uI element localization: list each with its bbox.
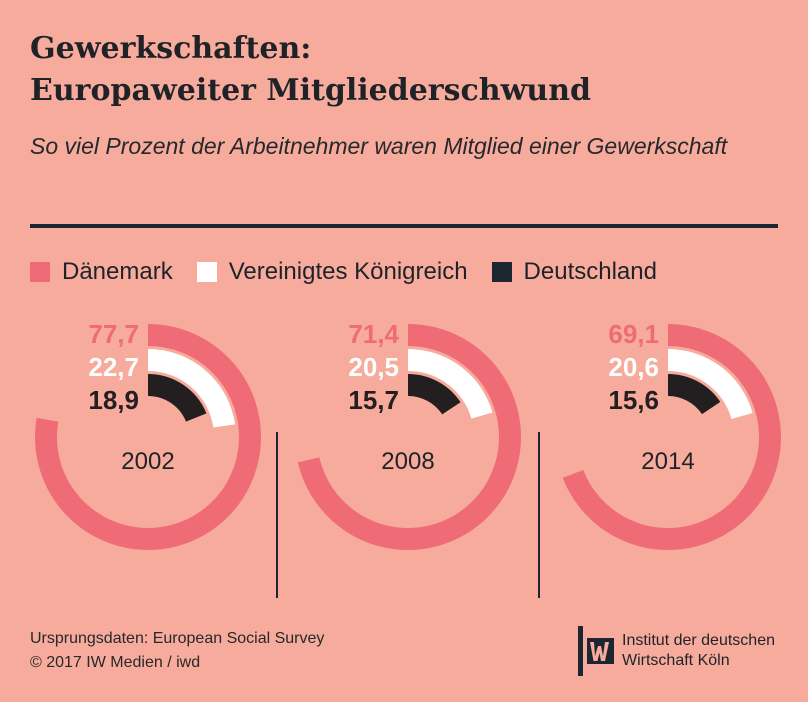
panel-divider-1 bbox=[276, 432, 278, 598]
legend-item-deutschland: Deutschland bbox=[491, 258, 657, 286]
legend-swatch-daenemark bbox=[30, 262, 50, 282]
legend: Dänemark Vereinigtes Königreich Deutschl… bbox=[30, 255, 681, 289]
panel-2014: 69,120,615,6 2014 bbox=[562, 319, 781, 550]
value-label-2008-2: 20,5 bbox=[348, 352, 399, 382]
chart-title: Gewerkschaften: Europaweiter Mitglieders… bbox=[30, 28, 591, 112]
source-note: Ursprungsdaten: European Social Survey bbox=[30, 630, 325, 647]
year-label-2002: 2002 bbox=[121, 448, 174, 475]
copyright-note: © 2017 IW Medien / iwd bbox=[30, 654, 201, 671]
arc-2002-3 bbox=[147, 374, 207, 423]
arc-2008-3 bbox=[407, 374, 461, 415]
legend-swatch-uk bbox=[196, 262, 217, 282]
value-label-2014-2: 20,6 bbox=[608, 352, 659, 382]
legend-item-uk: Vereinigtes Königreich bbox=[196, 258, 468, 286]
legend-swatch-deutschland bbox=[491, 262, 512, 282]
title-line-1: Gewerkschaften: bbox=[30, 31, 312, 66]
arc-2014-1 bbox=[562, 324, 781, 550]
arc-2014-2 bbox=[667, 349, 753, 420]
legend-label-daenemark: Dänemark bbox=[62, 258, 173, 285]
year-label-2014: 2014 bbox=[641, 448, 694, 475]
panel-2002: 77,722,718,9 2002 bbox=[35, 319, 261, 550]
chart-subtitle: So viel Prozent der Arbeitnehmer waren M… bbox=[30, 133, 728, 159]
year-label-2008: 2008 bbox=[381, 448, 434, 475]
panel-2008: 71,420,515,7 2008 bbox=[297, 319, 521, 550]
iw-logo-mark-icon bbox=[578, 626, 614, 676]
value-label-2014-3: 15,6 bbox=[608, 385, 659, 415]
legend-label-deutschland: Deutschland bbox=[523, 258, 657, 285]
value-label-2008-1: 71,4 bbox=[348, 319, 399, 349]
header-rule bbox=[30, 224, 778, 228]
legend-item-daenemark: Dänemark bbox=[30, 258, 173, 286]
value-label-2002-2: 22,7 bbox=[88, 352, 139, 382]
iw-logo: Institut der deutschen Wirtschaft Köln bbox=[578, 626, 775, 676]
value-label-2008-3: 15,7 bbox=[348, 385, 399, 415]
arc-2008-1 bbox=[297, 324, 521, 550]
arc-2002-1 bbox=[35, 324, 261, 550]
footer: Ursprungsdaten: European Social Survey ©… bbox=[30, 627, 324, 675]
value-label-2014-1: 69,1 bbox=[608, 319, 659, 349]
value-label-2002-1: 77,7 bbox=[88, 319, 139, 349]
value-label-2002-3: 18,9 bbox=[88, 385, 139, 415]
logo-line-1: Institut der deutschen bbox=[622, 632, 775, 649]
arc-2014-3 bbox=[667, 374, 721, 415]
title-line-2: Europaweiter Mitgliederschwund bbox=[30, 73, 591, 108]
panel-divider-2 bbox=[538, 432, 540, 598]
logo-line-2: Wirtschaft Köln bbox=[622, 652, 730, 669]
legend-label-uk: Vereinigtes Königreich bbox=[228, 258, 468, 285]
arc-2002-2 bbox=[147, 349, 236, 428]
arc-2008-2 bbox=[407, 349, 493, 419]
